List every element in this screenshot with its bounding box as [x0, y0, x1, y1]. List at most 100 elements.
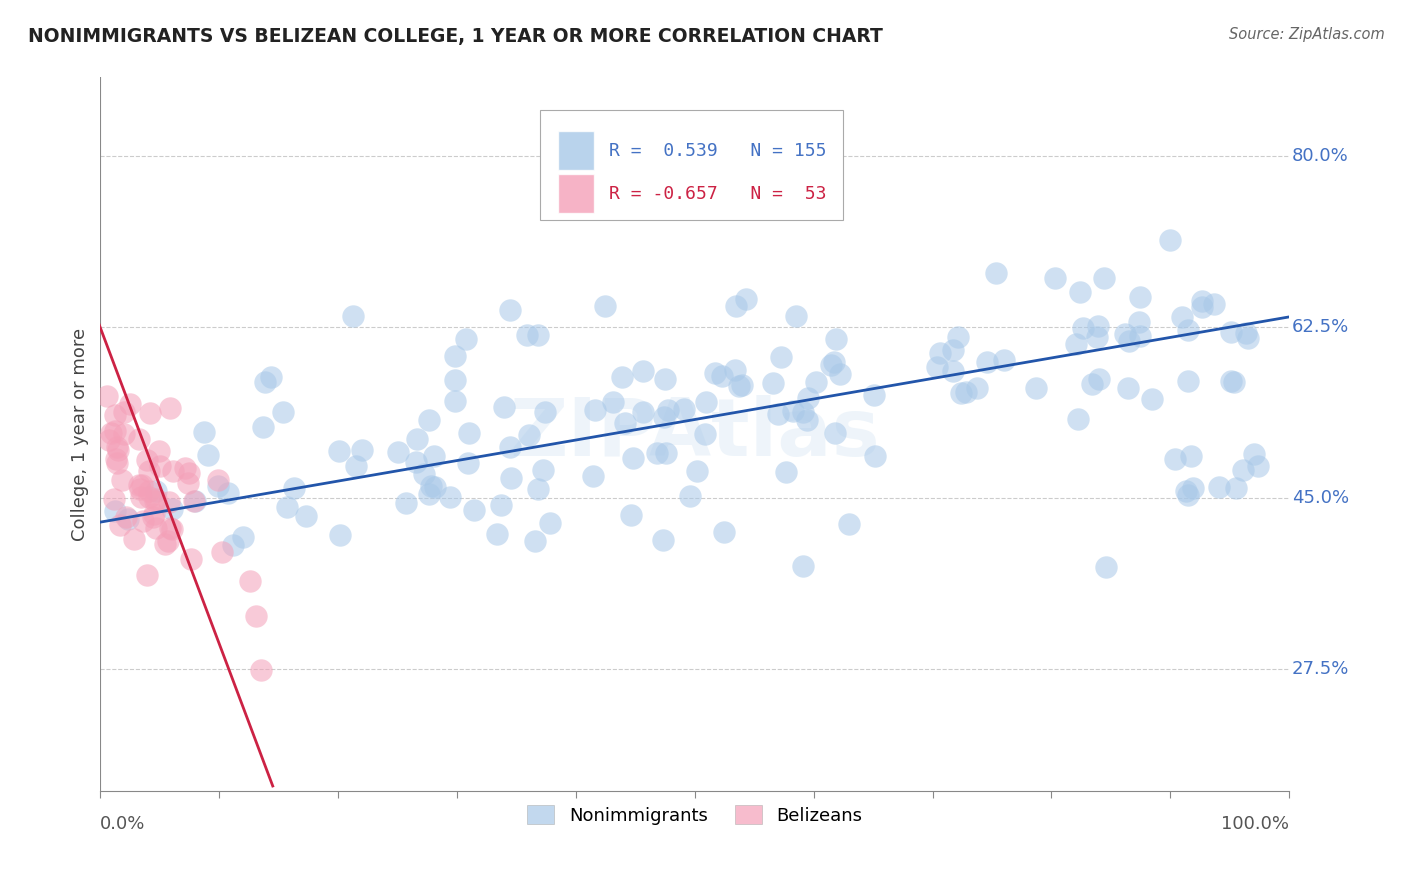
- Point: [823, 354, 845, 368]
- Point: [128, 477, 150, 491]
- Text: 62.5%: 62.5%: [1292, 318, 1348, 335]
- Point: [145, 491, 167, 506]
- Point: [135, 453, 157, 467]
- Point: [703, 367, 725, 381]
- Point: [142, 508, 165, 522]
- Point: [405, 432, 427, 446]
- Point: [232, 530, 254, 544]
- Point: [1237, 331, 1260, 345]
- Point: [117, 511, 139, 525]
- Point: [633, 363, 655, 377]
- Point: [1087, 319, 1109, 334]
- Point: [183, 494, 205, 508]
- Point: [177, 476, 200, 491]
- Point: [1247, 458, 1270, 473]
- Point: [454, 332, 477, 346]
- Point: [1129, 290, 1152, 304]
- Point: [610, 369, 633, 384]
- Point: [657, 403, 679, 417]
- Point: [797, 391, 820, 405]
- Point: [838, 516, 860, 531]
- Point: [413, 467, 436, 482]
- Point: [727, 379, 749, 393]
- Point: [499, 471, 522, 485]
- Point: [762, 376, 785, 391]
- Legend: Nonimmigrants, Belizeans: Nonimmigrants, Belizeans: [520, 798, 869, 832]
- Point: [138, 464, 160, 478]
- Text: 27.5%: 27.5%: [1292, 660, 1348, 678]
- Point: [276, 500, 298, 514]
- Point: [217, 485, 239, 500]
- Point: [136, 568, 159, 582]
- Point: [929, 346, 952, 360]
- Point: [654, 372, 676, 386]
- Point: [485, 527, 508, 541]
- Point: [145, 494, 167, 508]
- Point: [128, 432, 150, 446]
- Point: [792, 404, 814, 418]
- Point: [160, 501, 183, 516]
- Point: [405, 454, 427, 468]
- Point: [725, 299, 748, 313]
- Point: [731, 377, 754, 392]
- Point: [1043, 271, 1066, 285]
- Point: [620, 508, 643, 522]
- Point: [651, 533, 673, 547]
- Point: [157, 534, 180, 549]
- Point: [145, 521, 167, 535]
- Point: [499, 440, 522, 454]
- Point: [775, 465, 797, 479]
- Point: [602, 395, 624, 409]
- Point: [523, 534, 546, 549]
- Point: [1128, 315, 1150, 329]
- Point: [942, 343, 965, 358]
- Point: [1181, 481, 1204, 495]
- Point: [423, 449, 446, 463]
- Point: [115, 510, 138, 524]
- Point: [458, 425, 481, 440]
- Point: [329, 528, 352, 542]
- Point: [581, 468, 603, 483]
- Point: [173, 461, 195, 475]
- Point: [177, 466, 200, 480]
- Point: [423, 480, 446, 494]
- Point: [1088, 372, 1111, 386]
- FancyBboxPatch shape: [540, 110, 844, 220]
- Point: [129, 482, 152, 496]
- Point: [193, 425, 215, 439]
- Point: [1219, 374, 1241, 388]
- Point: [252, 420, 274, 434]
- Point: [100, 425, 122, 440]
- Point: [394, 496, 416, 510]
- Point: [149, 459, 172, 474]
- Point: [1164, 452, 1187, 467]
- Point: [97, 433, 120, 447]
- Point: [631, 405, 654, 419]
- Point: [1175, 484, 1198, 499]
- Point: [1159, 233, 1181, 247]
- Point: [655, 446, 678, 460]
- Point: [222, 538, 245, 552]
- Point: [593, 299, 616, 313]
- Point: [993, 353, 1015, 368]
- Point: [443, 349, 465, 363]
- Point: [342, 309, 364, 323]
- Point: [155, 537, 177, 551]
- Point: [159, 401, 181, 416]
- Point: [946, 330, 969, 344]
- Point: [104, 408, 127, 422]
- Point: [142, 509, 165, 524]
- Point: [613, 416, 636, 430]
- Point: [927, 360, 949, 375]
- Point: [418, 413, 440, 427]
- Point: [734, 293, 756, 307]
- Point: [976, 355, 998, 369]
- Point: [517, 427, 540, 442]
- Point: [1243, 447, 1265, 461]
- FancyBboxPatch shape: [558, 174, 593, 213]
- Point: [1219, 325, 1241, 339]
- Point: [157, 495, 180, 509]
- Point: [1114, 327, 1136, 342]
- Point: [96, 389, 118, 403]
- Point: [1140, 392, 1163, 407]
